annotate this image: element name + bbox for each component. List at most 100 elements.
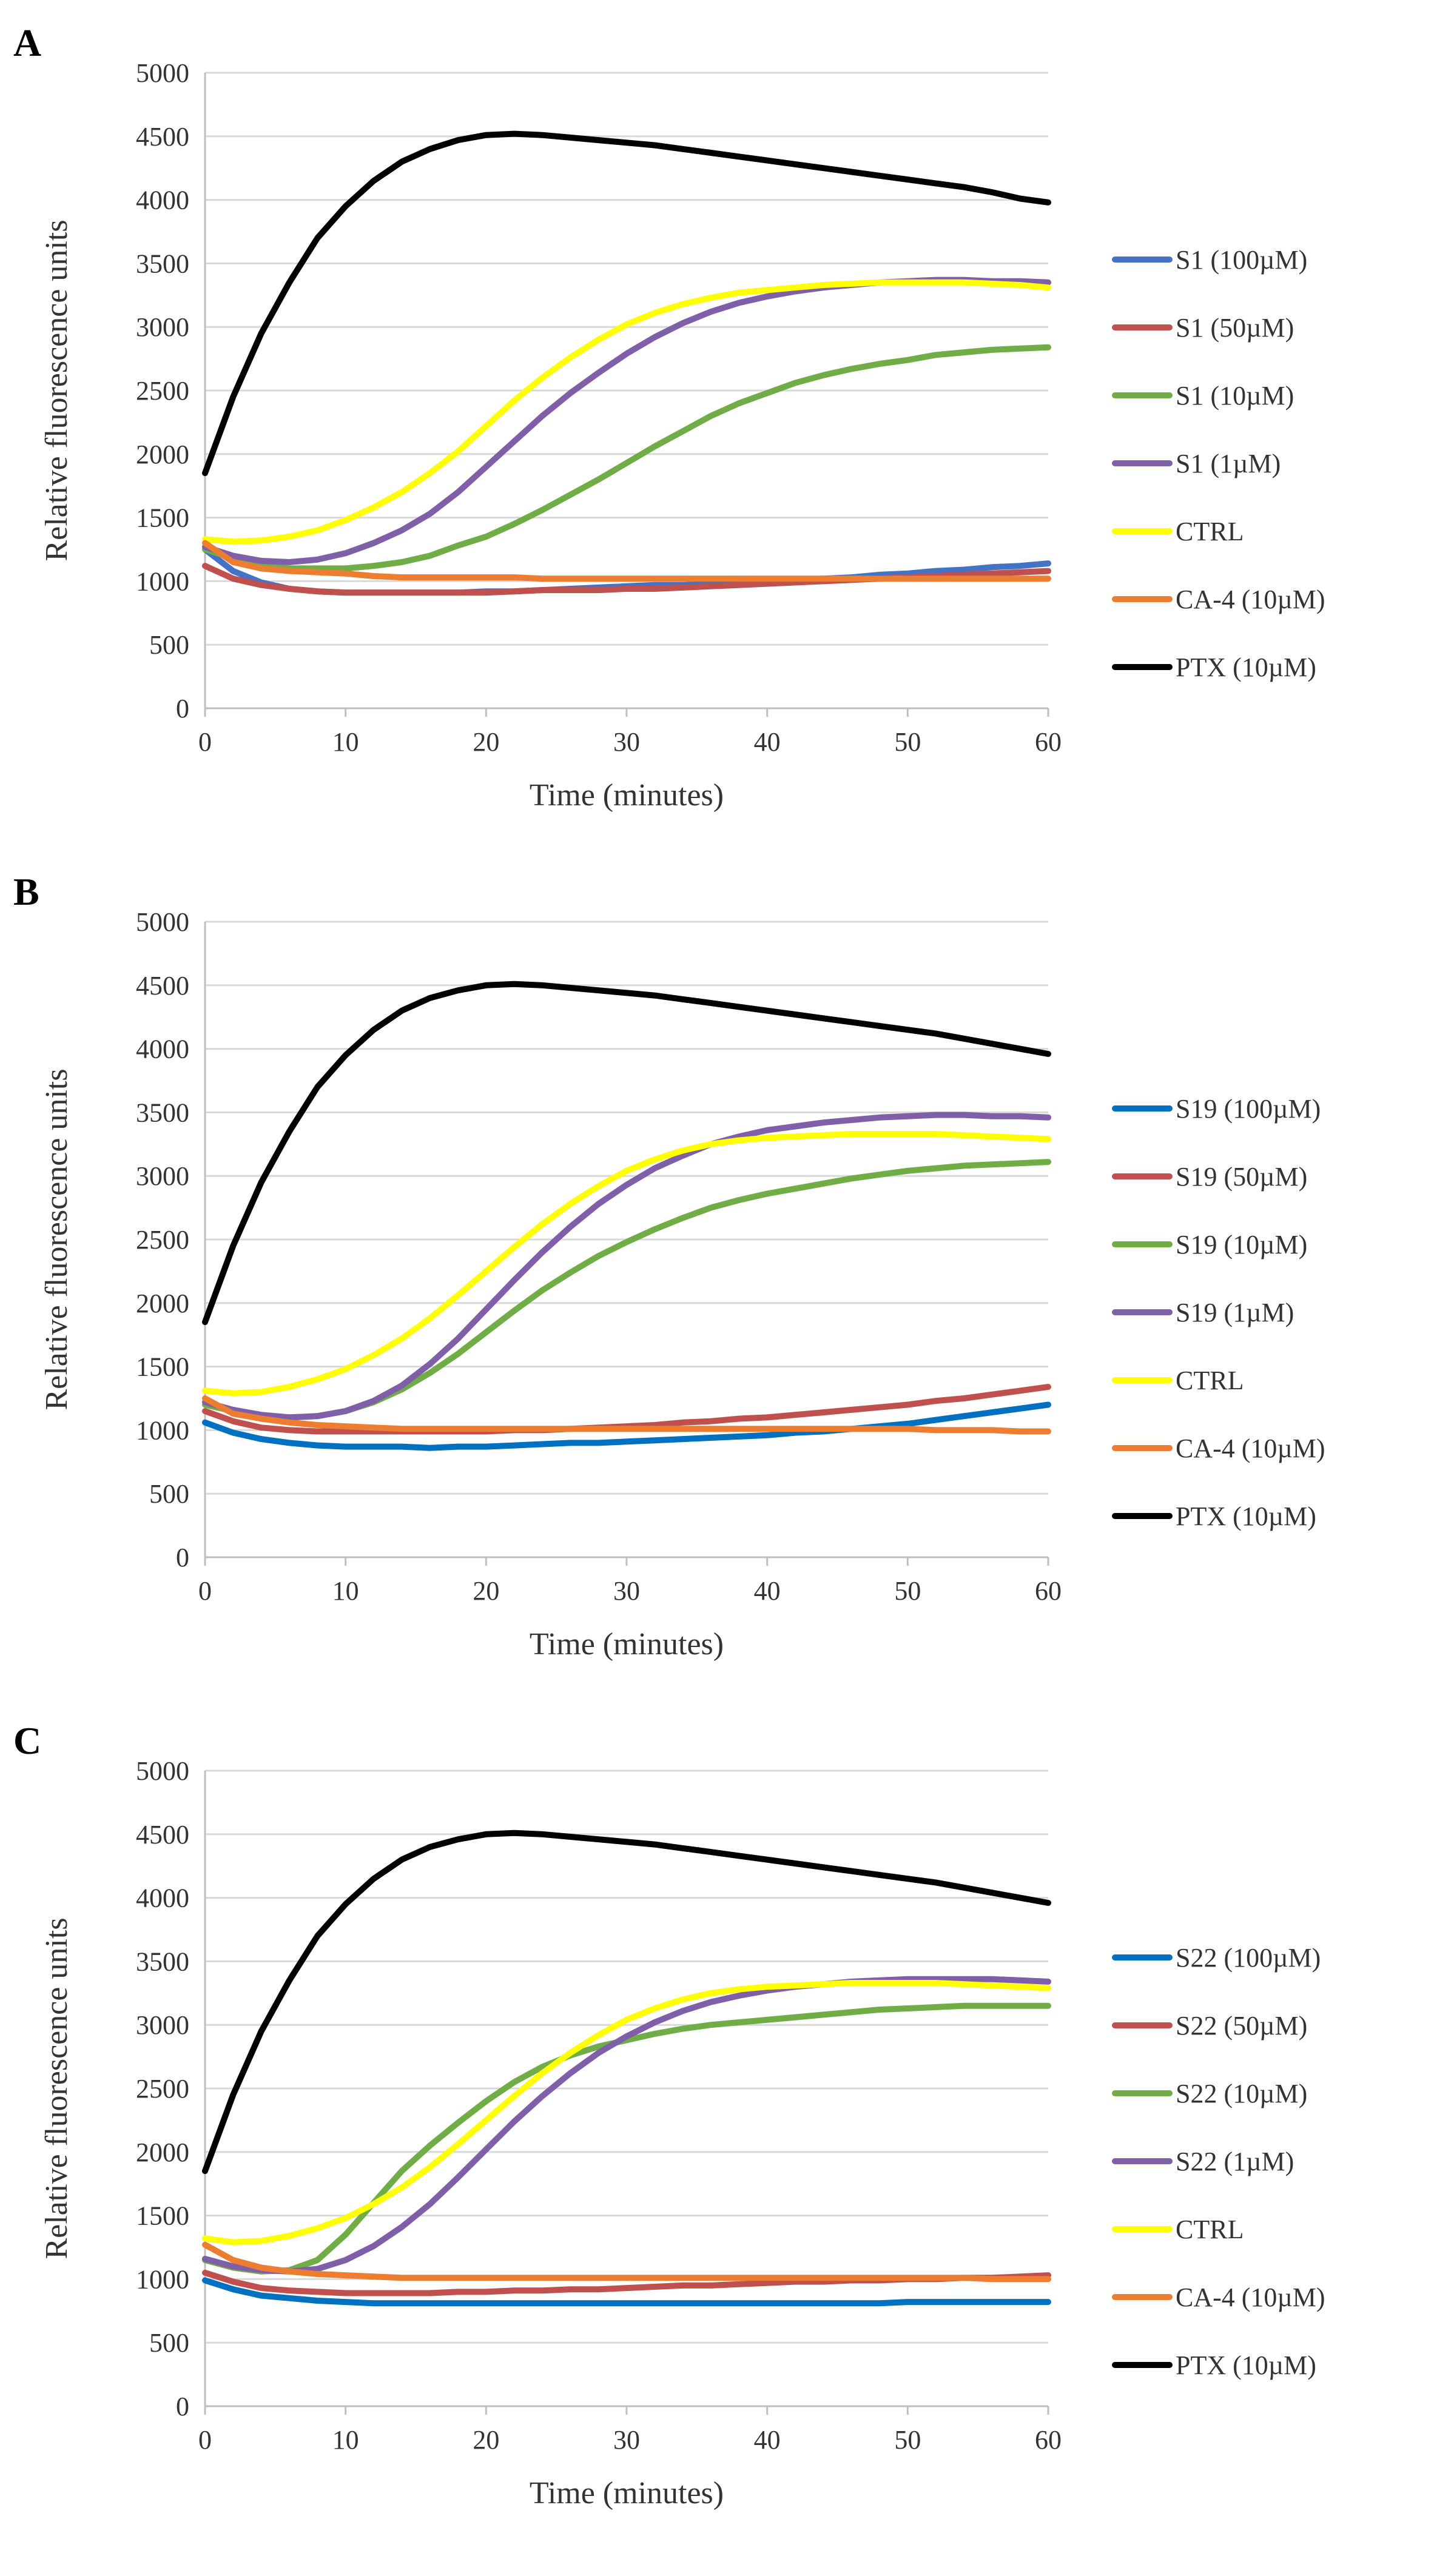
y-tick-label: 500 — [149, 630, 189, 660]
legend-label-ca-4-10-m: CA-4 (10µM) — [1176, 2283, 1325, 2312]
legend-label-ptx-10-m: PTX (10µM) — [1176, 2350, 1316, 2380]
legend-label-s22-50-m: S22 (50µM) — [1176, 2011, 1307, 2041]
legend-label-s1-10-m: S1 (10µM) — [1176, 381, 1294, 411]
y-tick-label: 1500 — [136, 503, 189, 533]
x-tick-label: 10 — [332, 727, 359, 757]
legend-label-s1-1-m: S1 (1µM) — [1176, 449, 1281, 478]
y-tick-label: 2500 — [136, 1225, 189, 1255]
legend-label-ca-4-10-m: CA-4 (10µM) — [1176, 585, 1325, 614]
y-tick-label: 1000 — [136, 2264, 189, 2294]
y-tick-label: 500 — [149, 2328, 189, 2358]
x-tick-label: 60 — [1035, 727, 1062, 757]
y-axis-title: Relative fluorescence units — [39, 1068, 74, 1410]
panel-c: C050010001500200025003000350040004500500… — [13, 1719, 1325, 2511]
x-tick-label: 60 — [1035, 1576, 1062, 1606]
series-line-ptx-10-m — [202, 1830, 1051, 2175]
x-tick-label: 50 — [894, 727, 921, 757]
x-tick-label: 30 — [613, 1576, 640, 1606]
panel-letter: B — [13, 870, 39, 913]
legend-label-s19-1-m: S19 (1µM) — [1176, 1298, 1294, 1327]
y-tick-label: 2500 — [136, 376, 189, 406]
y-tick-label: 4000 — [136, 1035, 189, 1064]
y-tick-label: 5000 — [136, 907, 189, 937]
legend-label-ptx-10-m: PTX (10µM) — [1176, 1501, 1316, 1531]
legend-label-s19-100-m: S19 (100µM) — [1176, 1094, 1321, 1124]
y-tick-label: 4000 — [136, 186, 189, 215]
x-tick-label: 20 — [473, 727, 499, 757]
x-tick-label: 50 — [894, 1576, 921, 1606]
y-tick-label: 3000 — [136, 1161, 189, 1191]
y-axis-title: Relative fluorescence units — [39, 1917, 74, 2259]
y-tick-label: 2000 — [136, 1289, 189, 1318]
panel-letter: A — [13, 21, 41, 64]
series-line-s19-100-m — [202, 1401, 1051, 1451]
y-tick-label: 3000 — [136, 2010, 189, 2040]
x-tick-label: 30 — [613, 2425, 640, 2455]
y-tick-label: 0 — [176, 1543, 189, 1572]
x-tick-label: 20 — [473, 1576, 499, 1606]
legend-label-s19-50-m: S19 (50µM) — [1176, 1162, 1307, 1192]
series-line-s22-1-m — [202, 1976, 1051, 2275]
legend-label-ctrl: CTRL — [1176, 517, 1244, 546]
series-line-ca-4-10-m — [202, 1395, 1051, 1435]
series-line-ptx-10-m — [202, 981, 1051, 1326]
y-tick-label: 4500 — [136, 971, 189, 1001]
series-line-ca-4-10-m — [202, 540, 1051, 582]
y-tick-label: 4500 — [136, 122, 189, 152]
panel-b: B 0 500 1000 1500 2000 2500 3000 3500 4000 4500 500… — [13, 870, 1325, 1662]
legend-label-ptx-10-m: PTX (10µM) — [1176, 652, 1316, 682]
x-tick-label: 10 — [332, 2425, 359, 2455]
y-axis-title: Relative fluorescence units — [39, 220, 74, 561]
y-tick-label: 3500 — [136, 249, 189, 278]
x-tick-label: 40 — [754, 1576, 781, 1606]
series-line-s1-10-m — [202, 344, 1051, 572]
y-tick-label: 0 — [176, 694, 189, 723]
y-tick-label: 3500 — [136, 1947, 189, 1976]
y-tick-label: 1000 — [136, 566, 189, 596]
y-tick-label: 2000 — [136, 440, 189, 469]
legend-label-s22-10-m: S22 (10µM) — [1176, 2079, 1307, 2108]
y-tick-label: 2000 — [136, 2138, 189, 2167]
x-tick-label: 20 — [473, 2425, 499, 2455]
x-tick-label: 60 — [1035, 2425, 1062, 2455]
legend-label-s19-10-m: S19 (10µM) — [1176, 1230, 1307, 1259]
panel-letter: C — [13, 1719, 41, 1762]
legend-label-s1-50-m: S1 (50µM) — [1176, 313, 1294, 343]
series-line-ctrl — [202, 279, 1051, 545]
x-tick-label: 0 — [198, 727, 212, 757]
series-line-s22-100-m — [202, 2277, 1051, 2307]
y-tick-label: 0 — [176, 2392, 189, 2421]
x-axis-title: Time (minutes) — [530, 2476, 724, 2511]
legend-label-ctrl: CTRL — [1176, 1366, 1244, 1395]
x-tick-label: 40 — [754, 727, 781, 757]
series-line-ca-4-10-m — [202, 2241, 1051, 2283]
x-axis-title: Time (minutes) — [530, 778, 724, 813]
legend-label-s22-100-m: S22 (100µM) — [1176, 1943, 1321, 1973]
series-line-ptx-10-m — [202, 130, 1051, 477]
x-tick-label: 30 — [613, 727, 640, 757]
x-tick-label: 40 — [754, 2425, 781, 2455]
y-tick-label: 3000 — [136, 312, 189, 342]
y-tick-label: 3500 — [136, 1098, 189, 1127]
series-line-ctrl — [202, 1131, 1051, 1397]
y-tick-label: 1000 — [136, 1415, 189, 1445]
y-tick-label: 500 — [149, 1479, 189, 1509]
y-tick-label: 2500 — [136, 2074, 189, 2104]
series-line-ctrl — [202, 1980, 1051, 2246]
y-tick-label: 4500 — [136, 1820, 189, 1850]
x-tick-label: 50 — [894, 2425, 921, 2455]
y-tick-label: 5000 — [136, 58, 189, 88]
y-tick-label: 5000 — [136, 1756, 189, 1786]
legend-label-ca-4-10-m: CA-4 (10µM) — [1176, 1434, 1325, 1463]
y-tick-label: 1500 — [136, 1352, 189, 1382]
legend-label-ctrl: CTRL — [1176, 2215, 1244, 2244]
legend-label-s1-100-m: S1 (100µM) — [1176, 245, 1307, 275]
x-tick-label: 10 — [332, 1576, 359, 1606]
panel-a: A050010001500200025003000350040004500500… — [13, 21, 1325, 813]
series-line-s19-10-m — [202, 1159, 1051, 1421]
x-tick-label: 0 — [198, 2425, 212, 2455]
y-tick-label: 1500 — [136, 2201, 189, 2231]
legend-label-s22-1-m: S22 (1µM) — [1176, 2147, 1294, 2176]
series-line-s22-10-m — [202, 2002, 1051, 2275]
